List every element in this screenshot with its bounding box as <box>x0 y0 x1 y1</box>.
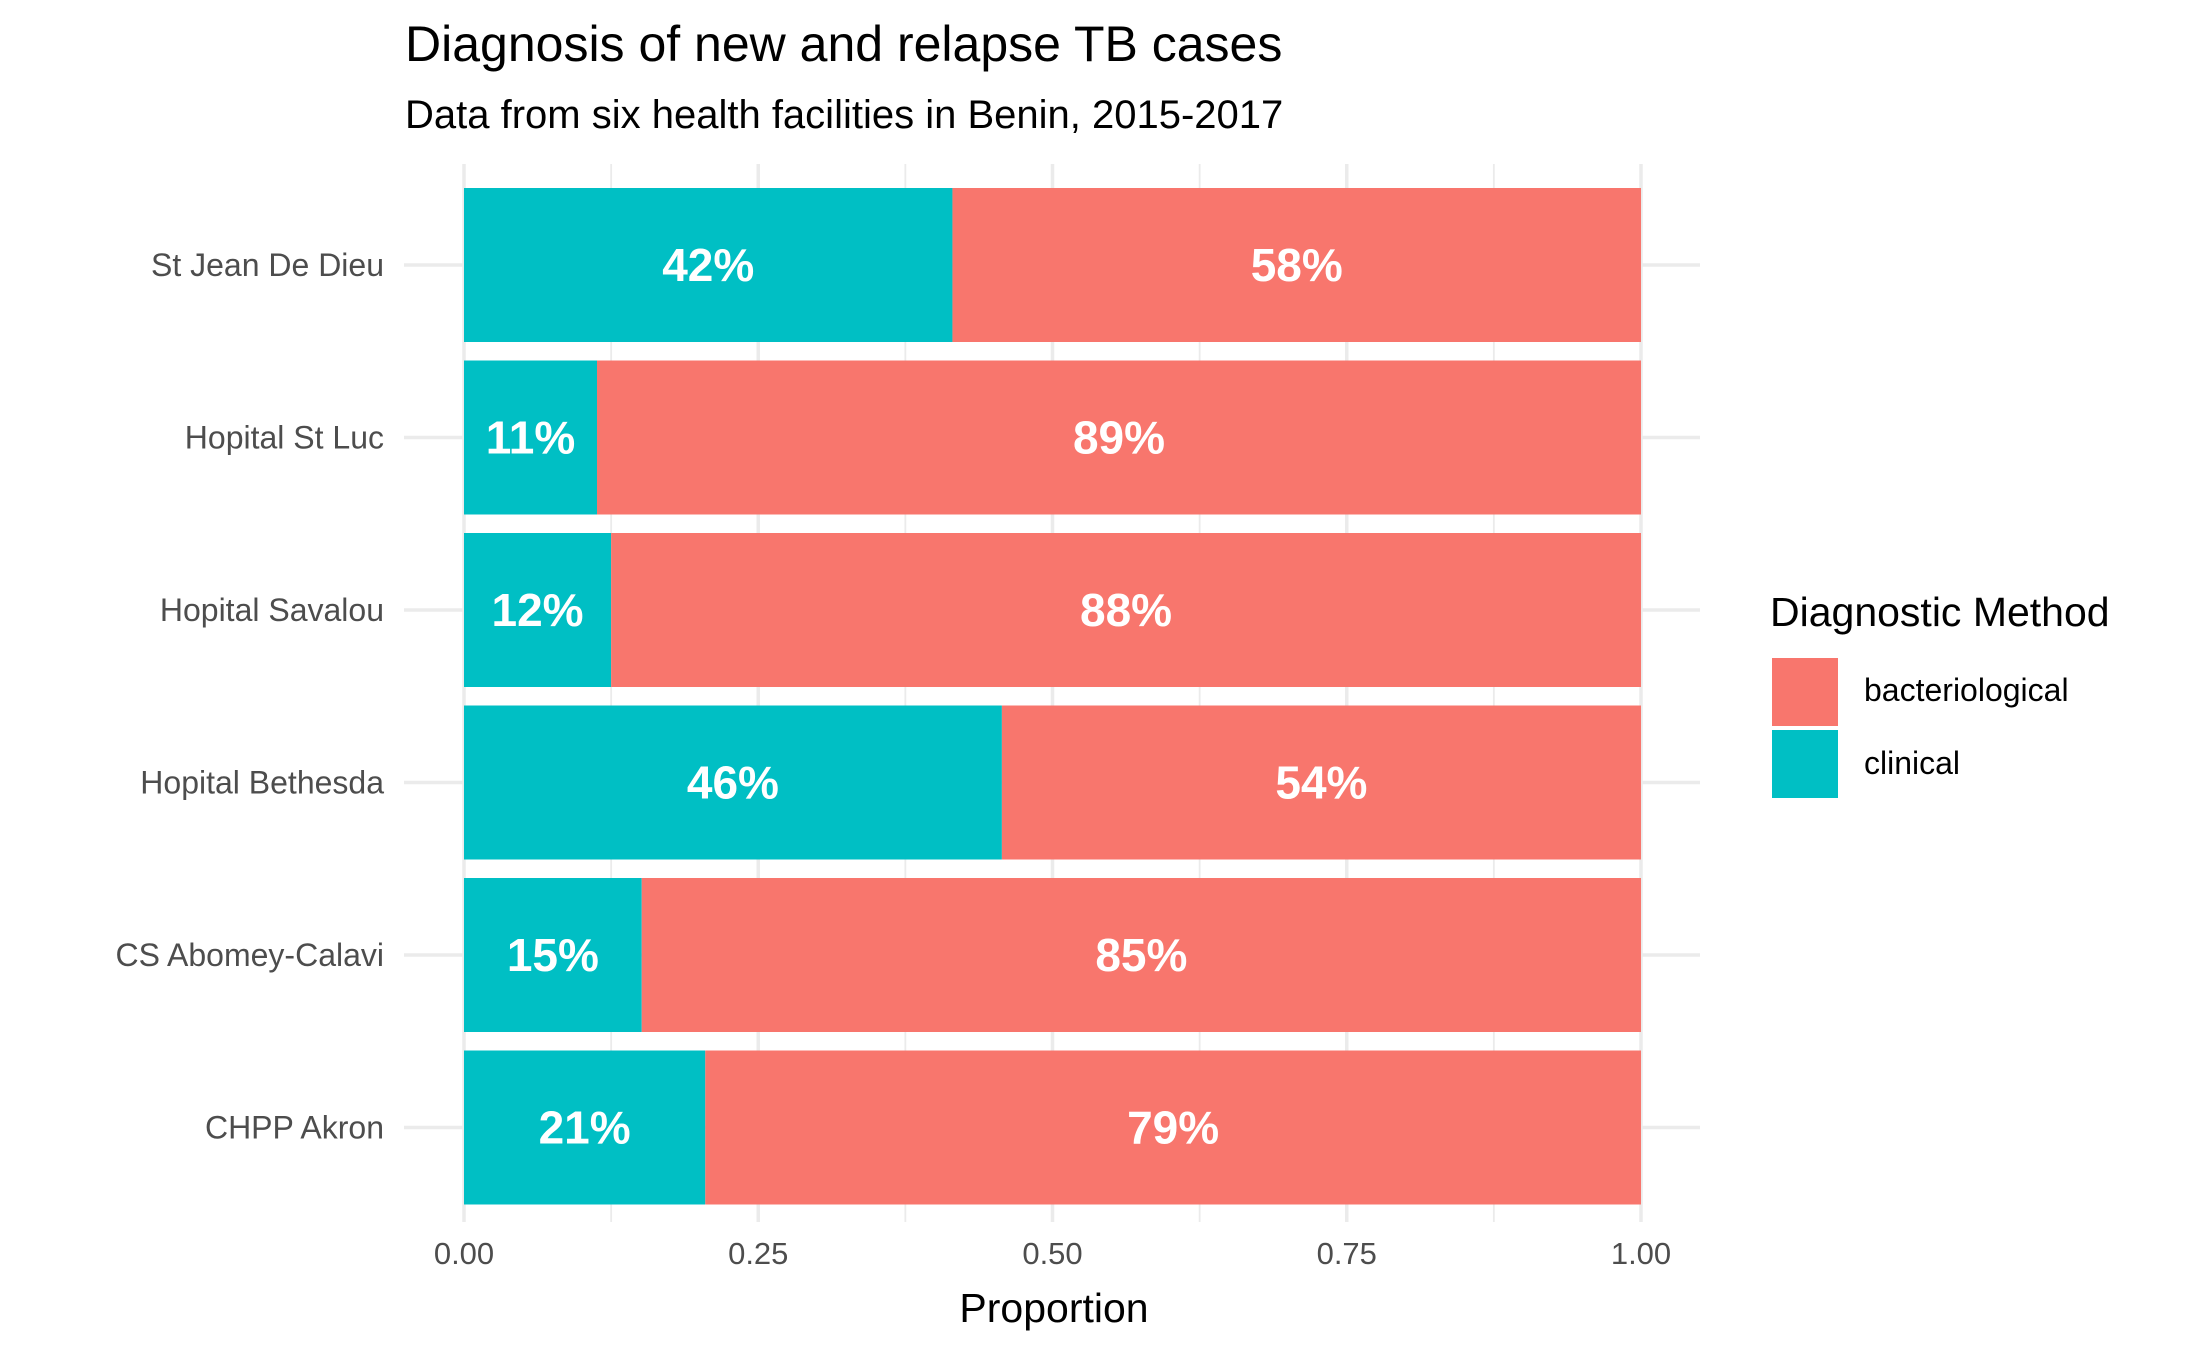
legend-label-clinical: clinical <box>1864 745 1960 781</box>
bar-bacteriological <box>952 188 1641 342</box>
y-tick-label: Hopital St Luc <box>185 420 384 456</box>
bar-bacteriological <box>705 1050 1641 1205</box>
bar-clinical <box>464 705 1002 860</box>
legend-key-clinical <box>1772 730 1838 798</box>
bar-data-label: 42% <box>662 239 754 291</box>
y-tick-labels: St Jean De Dieu Hopital St Luc Hopital Sav… <box>115 247 384 1146</box>
x-axis-label: Proportion <box>959 1285 1148 1331</box>
bar-data-label: 15% <box>507 929 599 981</box>
bar-clinical <box>464 1050 706 1205</box>
y-tick-label: CHPP Akron <box>205 1110 384 1146</box>
x-tick-labels: 0.00 0.25 0.50 0.75 1.00 <box>434 1236 1671 1271</box>
bar-clinical <box>464 360 598 515</box>
y-tick-label: Hopital Bethesda <box>140 765 384 801</box>
bar-data-label: 21% <box>539 1102 631 1154</box>
chart-title: Diagnosis of new and relapse TB cases <box>405 16 1282 72</box>
bar-clinical <box>464 533 612 687</box>
x-tick-label: 0.50 <box>1022 1236 1082 1271</box>
x-tick-label: 1.00 <box>1611 1236 1671 1271</box>
bars: 42% 58% 11% 89% 12% 88% 46% 54% 15% 85% 21% 79% <box>464 188 1641 1205</box>
bar-data-label: 11% <box>486 412 576 464</box>
legend-key-bacteriological <box>1772 658 1838 726</box>
bar-data-label: 88% <box>1080 584 1172 636</box>
legend-label-bacteriological: bacteriological <box>1864 672 2069 708</box>
x-tick-label: 0.00 <box>434 1236 494 1271</box>
bar-data-label: 12% <box>492 584 584 636</box>
bar-data-label: 46% <box>687 757 779 809</box>
bar-data-label: 85% <box>1095 929 1187 981</box>
bar-clinical <box>464 188 953 342</box>
bar-data-label: 79% <box>1127 1102 1219 1154</box>
bar-data-label: 58% <box>1251 239 1343 291</box>
bar-data-label: 54% <box>1275 757 1367 809</box>
x-tick-label: 0.75 <box>1317 1236 1377 1271</box>
y-tick-label: Hopital Savalou <box>160 592 384 628</box>
y-tick-label: CS Abomey-Calavi <box>115 937 384 973</box>
x-tick-label: 0.25 <box>728 1236 788 1271</box>
bar-bacteriological <box>641 878 1641 1032</box>
bar-bacteriological <box>611 533 1641 687</box>
legend-title: Diagnostic Method <box>1770 589 2110 635</box>
bar-bacteriological <box>597 360 1641 515</box>
bar-data-label: 89% <box>1073 412 1165 464</box>
chart-subtitle: Data from six health facilities in Benin… <box>405 93 1283 137</box>
y-tick-label: St Jean De Dieu <box>151 247 384 283</box>
legend: Diagnostic Method bacteriological clinic… <box>1770 589 2110 798</box>
bar-bacteriological <box>1001 705 1641 860</box>
bar-clinical <box>464 878 642 1032</box>
